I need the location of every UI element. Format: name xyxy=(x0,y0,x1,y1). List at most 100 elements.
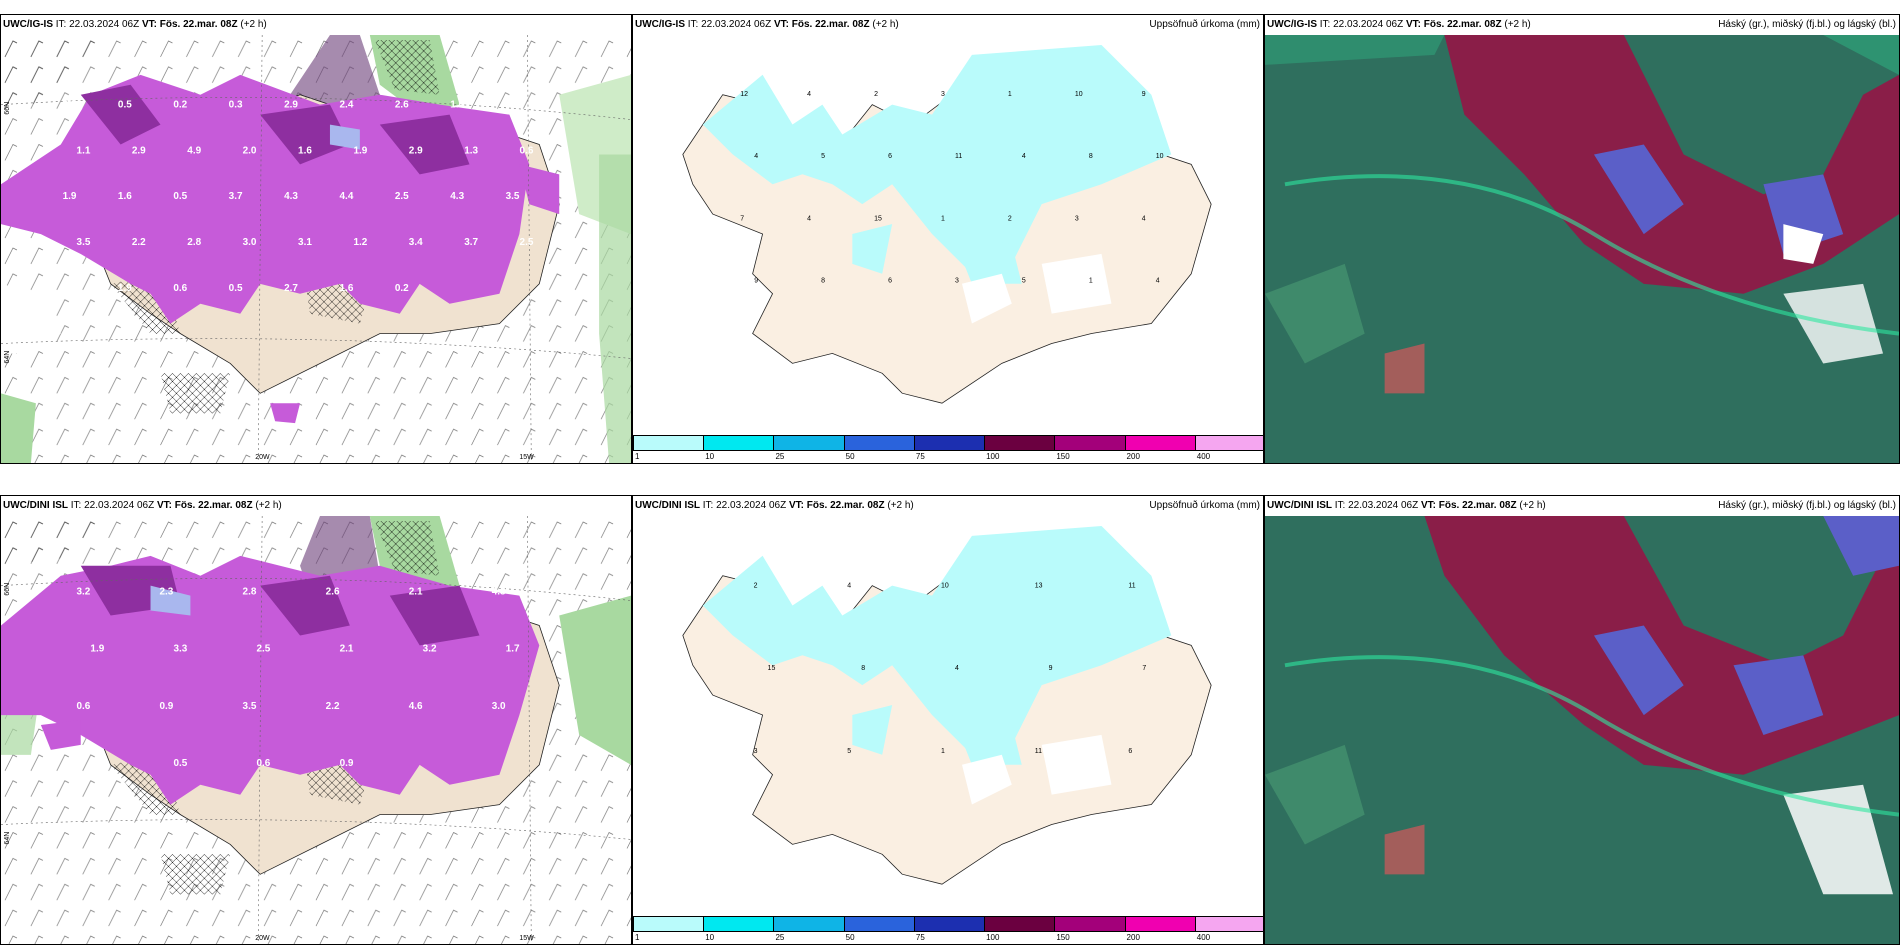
it-label: IT: xyxy=(1334,500,1346,511)
it-label: IT: xyxy=(55,19,67,30)
value-label: 1.3 xyxy=(464,145,478,156)
value-label: 4.6 xyxy=(409,701,423,712)
model-name: UWC/IG-IS xyxy=(635,19,685,30)
colorbar-tick: 50 xyxy=(845,933,855,942)
value-label: 1.9 xyxy=(90,758,104,769)
value-label: 3.5 xyxy=(77,237,91,248)
value-label: 6 xyxy=(888,153,892,160)
precip-area xyxy=(702,525,1172,755)
vt-label: VT: xyxy=(1420,500,1436,511)
colorbar-swatch xyxy=(633,435,705,451)
lead-time: (+2 h) xyxy=(872,19,899,30)
value-label: 0.5 xyxy=(118,100,132,111)
value-label: 10 xyxy=(1075,91,1083,98)
value-label: 3.5 xyxy=(243,701,257,712)
colorbar-tick: 150 xyxy=(1056,452,1070,461)
colorbar-tick: 100 xyxy=(986,933,1000,942)
accum-precip-map-bottom: UWC/DINI ISL IT: 22.03.2024 06Z VT: Fös.… xyxy=(632,495,1264,945)
cloud-map-top: UWC/IG-IS IT: 22.03.2024 06Z VT: Fös. 22… xyxy=(1264,14,1900,464)
value-label: 2.6 xyxy=(326,586,340,597)
value-label: 4.3 xyxy=(63,283,77,294)
value-label: 4 xyxy=(1142,215,1146,222)
it-value: 22.03.2024 06Z xyxy=(84,500,155,511)
value-label: 2 xyxy=(874,91,878,98)
value-label: 3 xyxy=(955,278,959,285)
panel-header: UWC/IG-IS IT: 22.03.2024 06Z VT: Fös. 22… xyxy=(1265,15,1899,35)
map-area xyxy=(1265,35,1899,463)
value-label: 1.5 xyxy=(506,100,520,111)
colorbar-tick: 200 xyxy=(1126,933,1140,942)
value-label: 0.6 xyxy=(173,283,187,294)
value-label: 3.2 xyxy=(76,586,90,597)
map-area: 66N 64N 20W 15W 3.2 2.3 2.8 2.6 2.1 4.3 1.9 3.3… xyxy=(1,516,631,944)
value-label: 3.7 xyxy=(464,237,478,248)
colorbar-tick: 25 xyxy=(775,933,785,942)
value-label: 2.0 xyxy=(243,145,257,156)
value-label: 1.2 xyxy=(353,237,367,248)
panel-header: UWC/IG-IS IT: 22.03.2024 06Z VT: Fös. 22… xyxy=(1,15,631,35)
vt-label: VT: xyxy=(773,19,789,30)
lead-time: (+2 h) xyxy=(1504,19,1531,30)
value-label: 0.5 xyxy=(229,283,243,294)
vt-value: Fös. 22.mar. 08Z xyxy=(791,19,870,30)
value-label: 1.9 xyxy=(353,145,367,156)
value-label: 1 xyxy=(1008,91,1012,98)
value-label: 0.9 xyxy=(340,758,354,769)
lon-label-20w: 20W xyxy=(255,935,270,942)
value-label: 1 xyxy=(1089,278,1093,285)
model-name: UWC/DINI ISL xyxy=(1267,500,1332,511)
value-label: 4 xyxy=(807,215,811,222)
value-label: 0.2 xyxy=(395,283,409,294)
colorbar-swatch xyxy=(1194,916,1263,932)
value-label: 5 xyxy=(847,748,851,755)
panel-header: UWC/IG-IS IT: 22.03.2024 06Z VT: Fös. 22… xyxy=(633,15,1263,35)
lead-time: (+2 h) xyxy=(1519,500,1546,511)
cloud-map-bottom: UWC/DINI ISL IT: 22.03.2024 06Z VT: Fös.… xyxy=(1264,495,1900,945)
value-label: 2.9 xyxy=(284,100,298,111)
lat-label-64n: 64N xyxy=(4,351,11,364)
value-label: 3.4 xyxy=(409,237,423,248)
map-area: 12 4 2 3 1 10 9 4 5 6 11 4 8 10 7 4 15 1 2 3 4 9 8 6 3 5 1 4 xyxy=(633,35,1263,433)
value-label: 2.3 xyxy=(159,586,173,597)
colorbar-swatch xyxy=(843,916,915,932)
value-label: 2.4 xyxy=(340,100,354,111)
value-label: 4.4 xyxy=(340,191,354,202)
value-label: 4.9 xyxy=(187,145,201,156)
value-label: 0.5 xyxy=(173,758,187,769)
value-label: 8 xyxy=(1089,153,1093,160)
colorbar-swatch xyxy=(1124,916,1196,932)
value-label: 4.3 xyxy=(284,191,298,202)
value-label: 0.9 xyxy=(159,701,173,712)
value-label: 1.6 xyxy=(340,283,354,294)
colorbar-swatch xyxy=(703,435,775,451)
precip-value-labels: 0.2 0.5 0.2 0.3 2.9 2.4 2.6 1.6 1.5 1.1 2.9 4.9 2.0 1… xyxy=(63,100,534,294)
value-label: 3.0 xyxy=(492,701,506,712)
vt-label: VT: xyxy=(141,19,157,30)
value-label: 4 xyxy=(1022,153,1026,160)
colorbar-tick: 1 xyxy=(635,933,640,942)
panel-title: Háský (gr.), miðský (fj.bl.) og lágský (… xyxy=(1718,19,1896,30)
model-name: UWC/DINI ISL xyxy=(635,500,700,511)
lon-label-20w: 20W xyxy=(255,454,270,461)
value-label: 2.7 xyxy=(284,283,298,294)
colorbar: 1 10 25 50 75 100 150 200 400 xyxy=(633,914,1263,944)
cloud-map-svg xyxy=(1265,516,1899,944)
value-label: 3.7 xyxy=(229,191,243,202)
value-label: 1.1 xyxy=(77,145,91,156)
vt-value: Fös. 22.mar. 08Z xyxy=(806,500,885,511)
vt-label: VT: xyxy=(156,500,172,511)
value-label: 2.8 xyxy=(187,237,201,248)
value-label: 3 xyxy=(941,91,945,98)
colorbar-swatch xyxy=(703,916,775,932)
colorbar-swatch xyxy=(984,435,1056,451)
value-label: 8 xyxy=(821,278,825,285)
it-value: 22.03.2024 06Z xyxy=(1348,500,1419,511)
value-label: 5 xyxy=(821,153,825,160)
value-label: 2.9 xyxy=(409,145,423,156)
panel-header: UWC/DINI ISL IT: 22.03.2024 06Z VT: Fös.… xyxy=(633,496,1263,516)
colorbar: 1 10 25 50 75 100 150 200 400 xyxy=(633,433,1263,463)
value-label: 0.6 xyxy=(76,701,90,712)
lead-time: (+2 h) xyxy=(255,500,282,511)
value-label: 12 xyxy=(740,91,748,98)
value-label: 11 xyxy=(1128,582,1135,589)
